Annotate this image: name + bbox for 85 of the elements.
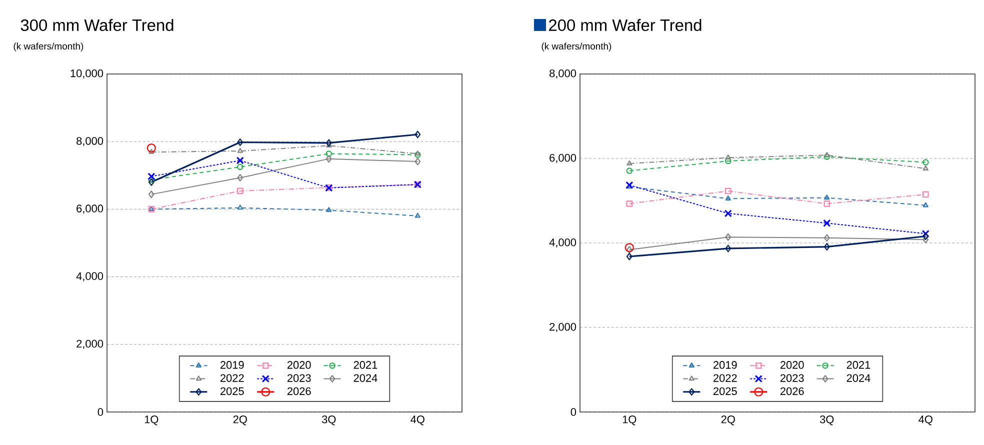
point <box>922 232 929 240</box>
point <box>624 243 634 252</box>
y-tick-label: 8,000 <box>76 137 104 146</box>
y-tick-label: 4,000 <box>549 238 576 248</box>
x-tick-label: 3Q <box>322 416 336 426</box>
point <box>922 165 928 170</box>
legend-label: 2020 <box>287 361 311 369</box>
point <box>148 148 154 154</box>
point <box>824 152 830 157</box>
point <box>326 207 332 212</box>
point <box>236 164 244 170</box>
y-tick-label: 2,000 <box>76 340 104 349</box>
x-tick-label: 1Q <box>622 416 636 426</box>
x-tick-label: 3Q <box>820 416 834 426</box>
y-tick-label: 8,000 <box>550 69 576 79</box>
y-tick-label: 0 <box>570 408 576 416</box>
legend-label: 2025 <box>220 387 244 396</box>
legend-label: 2024 <box>846 374 870 382</box>
y-tick-label: 0 <box>98 408 104 416</box>
point <box>146 143 156 153</box>
legend-label: 2019 <box>714 361 737 369</box>
legend-label: 2023 <box>287 374 311 382</box>
point <box>823 220 830 227</box>
y-tick-label: 6,000 <box>550 154 576 164</box>
point <box>724 158 732 164</box>
legend-label: 2024 <box>354 374 378 382</box>
legend-label: 2020 <box>780 361 804 369</box>
y-tick-label: 6,000 <box>76 204 104 214</box>
point <box>725 195 731 200</box>
point <box>237 138 244 146</box>
point <box>237 204 243 210</box>
x-tick-label: 4Q <box>410 416 424 426</box>
legend-label: 2026 <box>287 387 311 396</box>
point <box>414 158 421 166</box>
point <box>922 191 929 198</box>
y-axis-title: (k wafers/month) <box>14 42 84 52</box>
point <box>148 172 155 180</box>
x-tick-label: 2Q <box>721 416 735 426</box>
point <box>724 210 732 217</box>
point <box>148 190 154 198</box>
point <box>326 155 332 163</box>
point <box>922 236 929 244</box>
point <box>414 130 421 138</box>
point <box>326 139 332 147</box>
point <box>237 148 243 153</box>
point <box>237 174 244 182</box>
point <box>725 154 731 160</box>
legend-label: 2019 <box>220 361 244 369</box>
point <box>824 200 830 207</box>
point <box>824 154 830 160</box>
legend-label: 2022 <box>714 374 737 382</box>
y-tick-label: 2,000 <box>550 322 576 332</box>
point <box>626 200 633 207</box>
point <box>626 246 632 254</box>
point <box>326 150 332 157</box>
y-tick-label: 10,000 <box>70 69 104 79</box>
point <box>148 178 154 186</box>
point <box>626 160 632 166</box>
chart-title: 200 mm Wafer Trend <box>549 18 702 32</box>
legend-label: 2021 <box>846 361 870 369</box>
point <box>626 252 632 260</box>
legend-label: 2023 <box>780 374 804 382</box>
point <box>626 168 633 174</box>
point <box>824 194 830 200</box>
point <box>725 233 732 241</box>
y-axis-title: (k wafers/month) <box>542 42 612 52</box>
x-tick-label: 4Q <box>918 416 932 426</box>
point <box>326 142 332 148</box>
point <box>824 243 830 251</box>
legend-label: 2026 <box>780 387 804 396</box>
legend-label: 2025 <box>714 387 737 396</box>
point <box>824 234 830 242</box>
point <box>724 188 732 194</box>
y-tick-label: 4,000 <box>76 272 104 282</box>
point <box>236 188 244 194</box>
legend-label: 2021 <box>354 361 378 369</box>
point <box>236 156 244 164</box>
point <box>414 212 420 218</box>
point <box>922 159 929 166</box>
x-tick-label: 1Q <box>144 416 158 426</box>
legend-label: 2022 <box>220 374 244 382</box>
point <box>725 244 732 252</box>
point <box>922 202 928 208</box>
chart-title: 300 mm Wafer Trend <box>20 18 174 32</box>
x-tick-label: 2Q <box>233 416 247 426</box>
